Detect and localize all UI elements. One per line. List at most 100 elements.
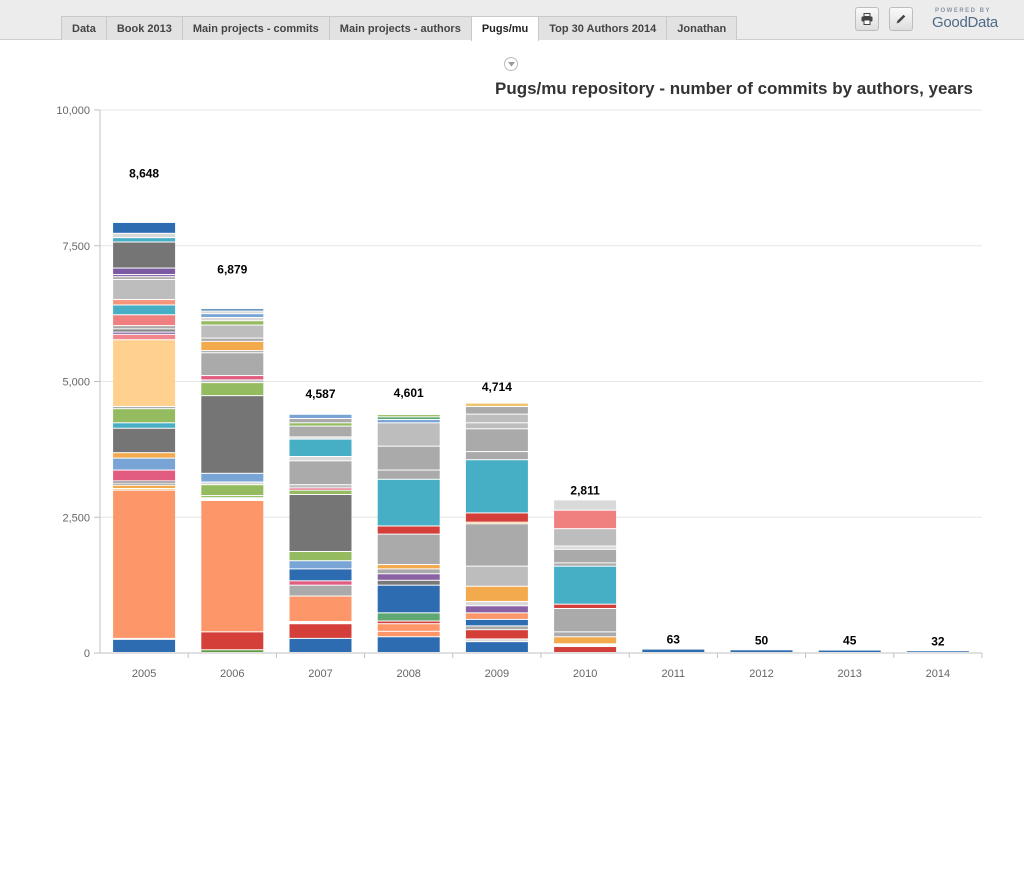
bar-segment[interactable] xyxy=(113,489,176,490)
bar-segment[interactable] xyxy=(554,529,617,546)
bar-segment[interactable] xyxy=(554,500,617,510)
bar-segment[interactable] xyxy=(289,624,352,638)
bar-segment[interactable] xyxy=(113,340,176,407)
bar-segment[interactable] xyxy=(465,630,528,639)
bar-segment[interactable] xyxy=(201,311,264,314)
bar-stack-2011[interactable] xyxy=(642,649,705,652)
bar-segment[interactable] xyxy=(377,631,440,637)
bar-segment[interactable] xyxy=(113,483,176,485)
bar-segment[interactable] xyxy=(730,650,793,652)
bar-segment[interactable] xyxy=(113,639,176,652)
bar-segment[interactable] xyxy=(201,351,264,353)
bar-segment[interactable] xyxy=(377,415,440,417)
bar-segment[interactable] xyxy=(465,619,528,626)
bar-segment[interactable] xyxy=(289,581,352,585)
bar-segment[interactable] xyxy=(289,638,352,652)
bar-segment[interactable] xyxy=(289,490,352,494)
bar-segment[interactable] xyxy=(201,338,264,341)
bar-segment[interactable] xyxy=(113,279,176,300)
bar-segment[interactable] xyxy=(113,238,176,242)
bar-segment[interactable] xyxy=(377,565,440,569)
edit-button[interactable] xyxy=(889,7,913,31)
bar-stack-2005[interactable] xyxy=(113,222,176,652)
bar-segment[interactable] xyxy=(289,494,352,552)
bar-segment[interactable] xyxy=(554,604,617,609)
bar-segment[interactable] xyxy=(113,481,176,483)
bar-segment[interactable] xyxy=(289,426,352,437)
bar-segment[interactable] xyxy=(465,566,528,586)
bar-segment[interactable] xyxy=(377,446,440,470)
bar-segment[interactable] xyxy=(377,417,440,420)
bar-segment[interactable] xyxy=(465,407,528,414)
bar-segment[interactable] xyxy=(465,513,528,522)
bar-segment[interactable] xyxy=(113,300,176,305)
bar-segment[interactable] xyxy=(554,566,617,604)
bar-segment[interactable] xyxy=(554,609,617,632)
bar-segment[interactable] xyxy=(113,275,176,277)
bar-segment[interactable] xyxy=(377,423,440,446)
bar-segment[interactable] xyxy=(201,325,264,338)
bar-segment[interactable] xyxy=(289,552,352,561)
bar-segment[interactable] xyxy=(465,423,528,429)
gooddata-logo[interactable]: POWERED BY GoodData xyxy=(932,8,998,31)
bar-segment[interactable] xyxy=(554,637,617,644)
bar-segment[interactable] xyxy=(113,233,176,238)
bar-segment[interactable] xyxy=(289,437,352,439)
tab-main-projects-authors[interactable]: Main projects - authors xyxy=(328,16,472,40)
bar-segment[interactable] xyxy=(201,473,264,482)
bar-segment[interactable] xyxy=(113,315,176,326)
bar-segment[interactable] xyxy=(465,403,528,407)
bar-segment[interactable] xyxy=(377,585,440,613)
bar-segment[interactable] xyxy=(113,268,176,275)
report-options-dropdown[interactable] xyxy=(504,57,518,71)
bar-stack-2012[interactable] xyxy=(730,650,793,652)
bar-segment[interactable] xyxy=(465,626,528,630)
bar-segment[interactable] xyxy=(113,277,176,279)
bar-segment[interactable] xyxy=(377,470,440,479)
bar-segment[interactable] xyxy=(201,376,264,380)
bar-segment[interactable] xyxy=(818,650,881,652)
bar-segment[interactable] xyxy=(113,332,176,334)
bar-segment[interactable] xyxy=(906,651,969,652)
bar-segment[interactable] xyxy=(377,621,440,624)
bar-segment[interactable] xyxy=(201,632,264,650)
bar-segment[interactable] xyxy=(465,613,528,619)
bar-segment[interactable] xyxy=(377,569,440,574)
bar-stack-2006[interactable] xyxy=(201,309,264,652)
bar-stack-2010[interactable] xyxy=(554,500,617,652)
bar-segment[interactable] xyxy=(113,458,176,470)
bar-segment[interactable] xyxy=(201,500,264,632)
bar-segment[interactable] xyxy=(465,524,528,566)
bar-segment[interactable] xyxy=(377,526,440,534)
bar-segment[interactable] xyxy=(289,596,352,622)
bar-segment[interactable] xyxy=(289,423,352,426)
bar-segment[interactable] xyxy=(113,638,176,640)
bar-segment[interactable] xyxy=(201,309,264,311)
print-button[interactable] xyxy=(855,7,879,31)
tab-jonathan[interactable]: Jonathan xyxy=(666,16,738,40)
bar-segment[interactable] xyxy=(289,461,352,485)
bar-segment[interactable] xyxy=(201,396,264,473)
bar-segment[interactable] xyxy=(554,510,617,529)
bar-segment[interactable] xyxy=(554,549,617,563)
tab-data[interactable]: Data xyxy=(61,16,107,40)
bar-segment[interactable] xyxy=(554,546,617,549)
bar-segment[interactable] xyxy=(289,414,352,418)
bar-segment[interactable] xyxy=(289,439,352,456)
bar-segment[interactable] xyxy=(465,639,528,642)
bar-segment[interactable] xyxy=(642,649,705,652)
bar-segment[interactable] xyxy=(289,569,352,581)
bar-segment[interactable] xyxy=(465,429,528,452)
bar-segment[interactable] xyxy=(465,586,528,601)
bar-segment[interactable] xyxy=(201,650,264,652)
bar-stack-2007[interactable] xyxy=(289,414,352,652)
tab-pugs-mu[interactable]: Pugs/mu xyxy=(470,16,540,41)
bar-segment[interactable] xyxy=(201,380,264,383)
bar-segment[interactable] xyxy=(113,334,176,340)
bar-segment[interactable] xyxy=(377,479,440,526)
tab-main-projects-commits[interactable]: Main projects - commits xyxy=(181,16,330,40)
bar-segment[interactable] xyxy=(201,383,264,396)
bar-segment[interactable] xyxy=(113,329,176,332)
bar-segment[interactable] xyxy=(201,353,264,376)
bar-segment[interactable] xyxy=(465,522,528,524)
